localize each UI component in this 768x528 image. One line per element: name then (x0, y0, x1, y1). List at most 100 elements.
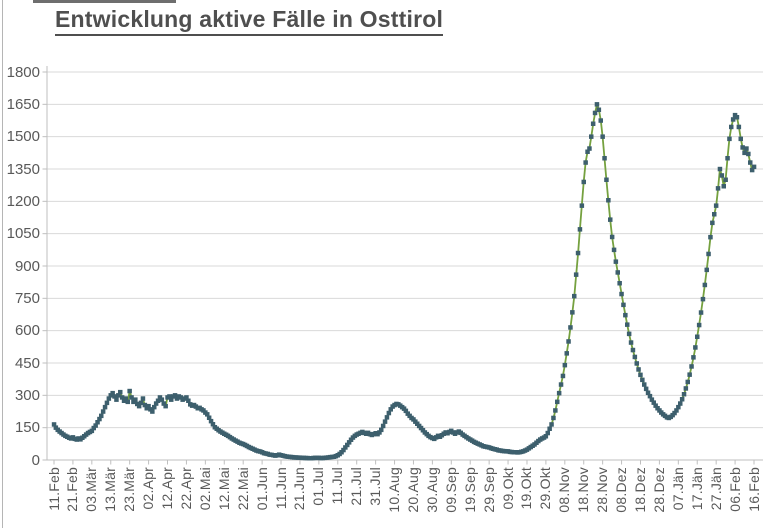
data-point-marker (649, 397, 655, 402)
data-point-marker (379, 427, 384, 433)
data-point-marker (118, 389, 123, 395)
data-point-marker (123, 396, 129, 401)
data-point-marker (556, 390, 562, 396)
data-point-marker (167, 394, 172, 399)
x-axis-label: 13.Mär (102, 467, 119, 512)
data-point-marker (625, 322, 630, 327)
data-point-marker (721, 184, 726, 189)
data-point-marker (184, 395, 189, 400)
data-point-marker (636, 367, 641, 372)
data-point-marker (583, 160, 588, 165)
data-point-marker (555, 399, 560, 405)
y-axis-label: 1500 (6, 128, 40, 146)
data-point-marker (713, 203, 719, 208)
data-point-marker (615, 270, 620, 275)
data-point-marker (706, 251, 711, 257)
data-point-marker (602, 156, 607, 161)
y-axis-label: 1650 (6, 95, 40, 113)
data-point-marker (596, 107, 602, 112)
x-axis-label: 11.Jul (329, 467, 346, 505)
data-point-marker (93, 423, 98, 428)
x-axis-label: 06.Feb (726, 467, 743, 512)
data-point-marker (609, 234, 615, 240)
data-point-marker (384, 415, 390, 420)
x-axis-label: 11.Jun (272, 467, 289, 510)
data-point-marker (693, 345, 698, 350)
data-point-marker (560, 373, 566, 379)
data-point-marker (643, 386, 649, 392)
data-point-marker (619, 291, 624, 297)
data-point-marker (608, 217, 613, 222)
y-axis-label: 750 (14, 289, 40, 307)
data-point-marker (577, 227, 583, 232)
data-point-marker (604, 177, 609, 182)
x-axis-label: 18.Dez (631, 467, 648, 513)
data-point-marker (617, 281, 622, 286)
data-point-marker (161, 401, 166, 406)
data-point-marker (611, 247, 617, 253)
x-axis-label: 20.Aug (404, 467, 421, 513)
data-point-marker (600, 134, 605, 139)
data-point-marker (704, 267, 709, 273)
data-point-marker (377, 430, 382, 435)
data-point-marker (110, 390, 115, 396)
data-point-marker (116, 393, 121, 398)
x-axis-label: 08.Dez (613, 467, 630, 513)
data-point-marker (575, 250, 581, 256)
data-point-marker (112, 394, 117, 399)
data-point-marker (570, 310, 575, 315)
data-point-marker (382, 419, 388, 424)
data-point-marker (403, 408, 409, 414)
data-point-marker (748, 160, 753, 165)
data-point-marker (572, 293, 577, 299)
data-point-marker (630, 347, 636, 353)
window-edge-top (33, 0, 176, 3)
data-point-marker (672, 410, 677, 416)
data-point-marker (606, 198, 611, 203)
data-point-marker (700, 296, 706, 302)
x-axis-label: 28.Nov (594, 467, 611, 513)
window-edge-left (2, 0, 3, 528)
data-point-marker (163, 403, 168, 409)
data-point-marker (125, 399, 130, 405)
data-point-marker (206, 415, 212, 420)
data-point-marker (155, 398, 161, 403)
x-axis-label: 01.Jul (310, 467, 327, 506)
y-axis-label: 1050 (6, 225, 40, 243)
data-point-marker (579, 203, 585, 208)
data-point-marker (150, 409, 155, 414)
data-point-marker (386, 410, 392, 416)
data-point-marker (678, 401, 683, 406)
data-point-marker (152, 404, 157, 410)
data-point-marker (727, 136, 732, 142)
data-point-marker (172, 393, 178, 398)
data-point-marker (97, 416, 102, 422)
data-point-marker (106, 396, 112, 401)
data-point-marker (634, 361, 639, 366)
data-point-marker (89, 428, 95, 434)
data-point-marker (99, 413, 104, 419)
data-point-marker (102, 404, 108, 410)
series-markers (51, 102, 757, 461)
data-point-marker (723, 177, 728, 182)
data-point-marker (712, 212, 717, 217)
data-point-marker (679, 397, 685, 402)
y-axis-label: 600 (14, 322, 40, 340)
data-point-marker (653, 403, 658, 408)
x-axis-label: 21.Jun (291, 467, 308, 511)
x-axis-label: 08.Nov (556, 467, 573, 513)
y-axis-label: 1350 (6, 160, 40, 178)
data-point-marker (547, 426, 552, 431)
data-point-marker (553, 408, 558, 413)
data-point-marker (345, 442, 350, 448)
x-axis-label: 21.Jul (348, 467, 365, 506)
data-point-marker (628, 340, 634, 345)
data-point-marker (543, 434, 549, 439)
data-point-marker (210, 422, 216, 427)
x-axis-label: 18.Nov (575, 467, 592, 513)
data-point-marker (142, 402, 148, 408)
data-point-marker (551, 415, 556, 421)
data-point-marker (651, 400, 656, 405)
data-point-marker (681, 392, 687, 397)
